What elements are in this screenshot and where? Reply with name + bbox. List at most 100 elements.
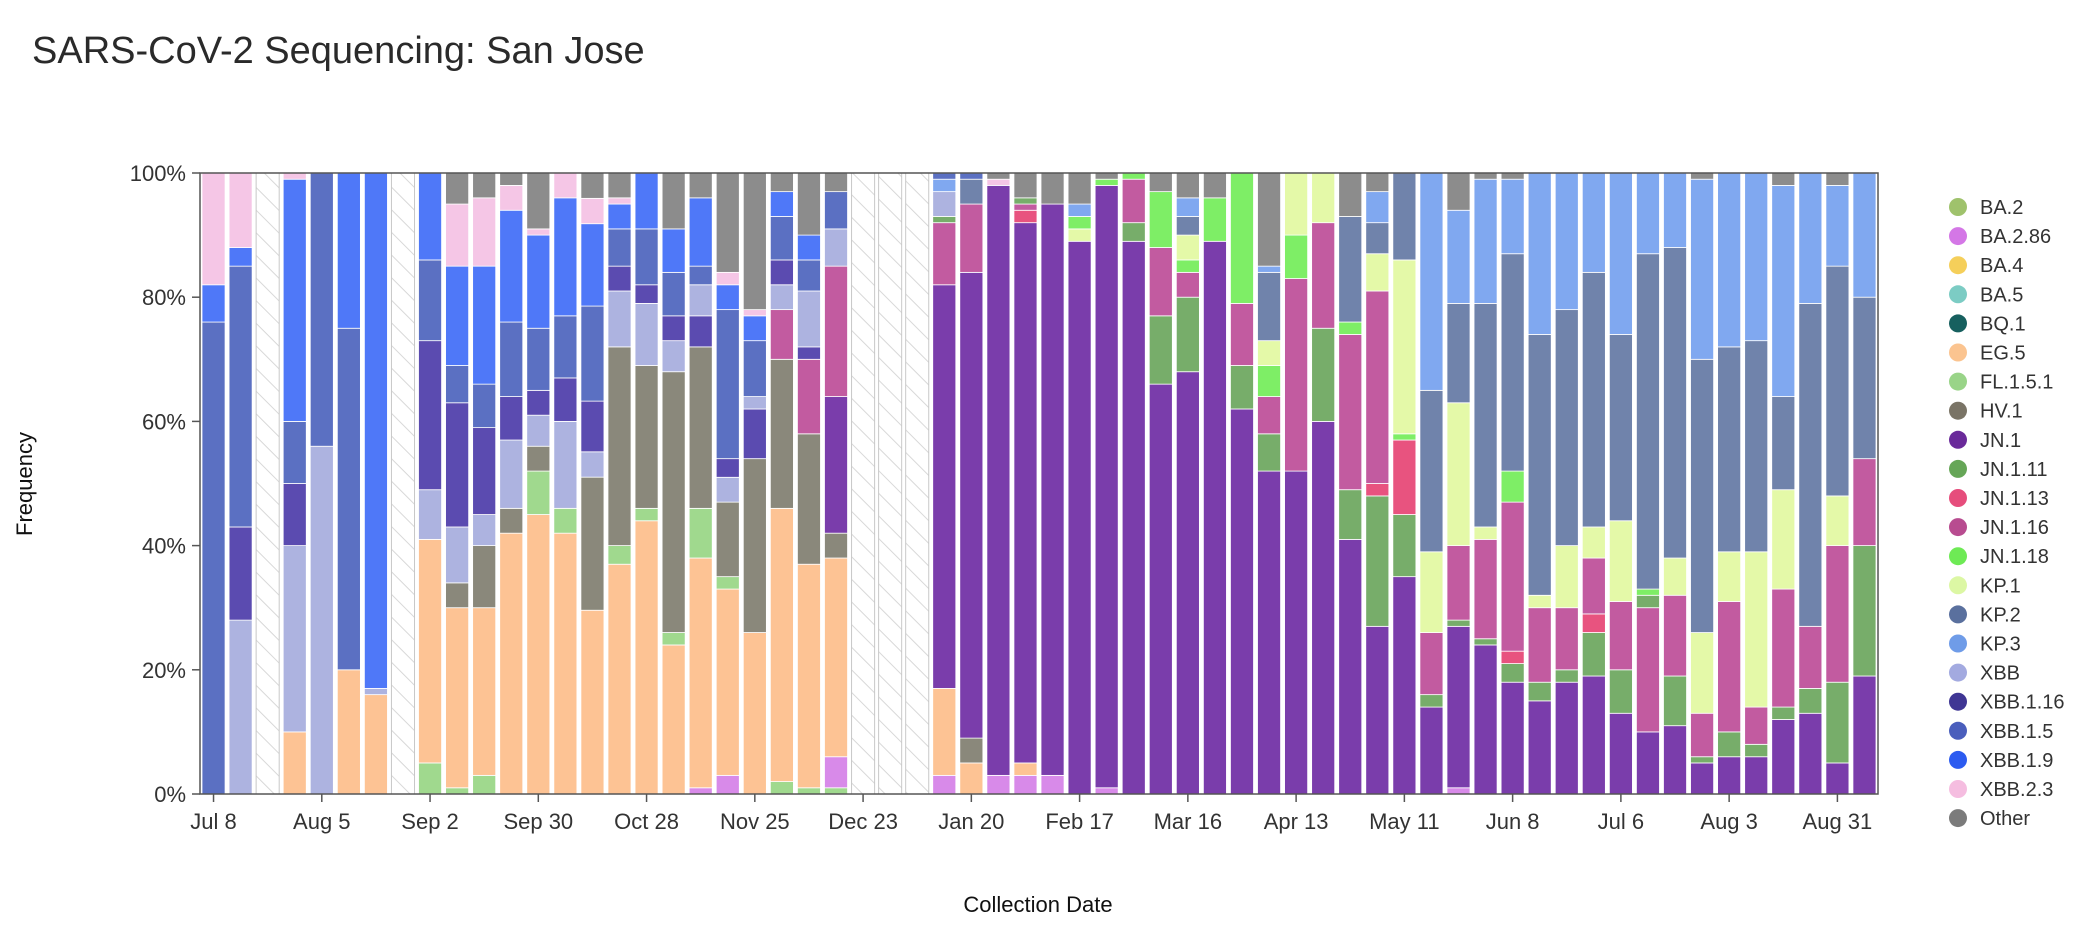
x-tick-label: Mar 16 bbox=[1154, 809, 1222, 834]
bar-segment-jn-1-11 bbox=[1446, 619, 1471, 627]
legend-swatch bbox=[1949, 343, 1967, 362]
bar-segment-kp-2 bbox=[1257, 271, 1281, 342]
legend-item: XBB.1.9 bbox=[1949, 750, 2053, 772]
bar-segment-xbb-1-16 bbox=[715, 458, 740, 478]
legend-label: XBB bbox=[1980, 663, 2020, 685]
bar-segment-jn-1-16 bbox=[824, 265, 848, 397]
bar-segment-jn-1-18 bbox=[1067, 216, 1092, 230]
bar-segment-jn-1-11 bbox=[1392, 514, 1417, 578]
bar-segment-xbb-2-3 bbox=[472, 197, 497, 267]
y-tick-label: 40% bbox=[142, 534, 186, 559]
bar-segment-xbb-2-3 bbox=[499, 185, 524, 211]
x-tick-label: May 11 bbox=[1369, 809, 1440, 834]
legend-label: BQ.1 bbox=[1980, 313, 2026, 335]
bar-segment-jn-1-16 bbox=[959, 203, 984, 273]
bar-segment-jn-1-13 bbox=[1581, 613, 1606, 633]
legend-swatch bbox=[1949, 401, 1967, 420]
bar-segment-kp-1 bbox=[1175, 234, 1200, 261]
missing-week-bar bbox=[878, 172, 903, 795]
bar-segment-xbb-2-3 bbox=[607, 197, 632, 205]
bar-segment-jn-1-11 bbox=[1771, 706, 1796, 720]
bar-segment-kp-2 bbox=[1636, 253, 1660, 590]
legend-label: FL.1.5.1 bbox=[1980, 372, 2053, 394]
bar-segment-xbb-1-16 bbox=[418, 340, 442, 491]
bar-segment-xbb-2-3 bbox=[201, 172, 226, 286]
legend-swatch bbox=[1949, 372, 1967, 391]
x-tick-label: Jun 8 bbox=[1486, 809, 1540, 834]
bar-segment-kp-3 bbox=[1717, 172, 1742, 348]
legend-swatch bbox=[1949, 227, 1967, 246]
bar-segment-jn-1-16 bbox=[1500, 501, 1525, 652]
legend-swatch bbox=[1949, 489, 1967, 507]
bar-segment-other bbox=[1067, 172, 1092, 205]
bar-segment-jn-1-16 bbox=[1148, 247, 1173, 317]
x-tick-label: Feb 17 bbox=[1045, 809, 1114, 834]
legend-swatch bbox=[1949, 430, 1967, 449]
bar-segment-jn-1-16 bbox=[769, 309, 794, 360]
bar-segment-xbb-1-16 bbox=[553, 377, 578, 422]
bar-segment-fl-1-5-1 bbox=[445, 787, 470, 795]
y-tick-label: 60% bbox=[142, 409, 186, 434]
legend-label: XBB.1.16 bbox=[1980, 692, 2065, 714]
bar-segment-eg-5 bbox=[959, 762, 984, 795]
legend-label: JN.1.18 bbox=[1980, 546, 2049, 568]
bar-segment-jn-1-16 bbox=[1852, 458, 1877, 547]
bar-segment-kp-1 bbox=[1744, 551, 1769, 708]
bar-segment-jn-1 bbox=[1663, 725, 1687, 795]
legend-label: KP.2 bbox=[1980, 604, 2021, 626]
bar-segment-jn-1-16 bbox=[1257, 396, 1281, 435]
legend-item: JN.1.18 bbox=[1949, 546, 2049, 568]
legend-label: BA.4 bbox=[1980, 255, 2023, 277]
bar-segment-xbb-1-9 bbox=[336, 172, 361, 329]
bar-segment-other bbox=[1094, 172, 1119, 180]
bar-segment-kp-2 bbox=[1446, 303, 1471, 404]
bar-segment-jn-1 bbox=[959, 271, 984, 739]
bar-segment-eg-5 bbox=[526, 514, 551, 795]
bar-segment-kp-1 bbox=[1067, 228, 1092, 242]
bar-segment-xbb-1-5 bbox=[959, 172, 984, 180]
bar-segment-eg-5 bbox=[661, 644, 686, 795]
bar-segment-jn-1-11 bbox=[1230, 365, 1254, 410]
bar-segment-xbb-1-9 bbox=[228, 247, 253, 267]
bar-segment-kp-3 bbox=[1175, 197, 1200, 217]
bar-segment-xbb-1-5 bbox=[769, 216, 794, 261]
bar-segment-xbb bbox=[472, 514, 497, 546]
bar-segment-other bbox=[1257, 172, 1281, 267]
bar-segment-kp-3 bbox=[932, 178, 957, 193]
bar-segment-kp-1 bbox=[1581, 526, 1606, 559]
bar-segment-jn-1-11 bbox=[1500, 663, 1525, 683]
y-tick-label: 80% bbox=[142, 285, 186, 310]
legend-swatch bbox=[1949, 692, 1967, 711]
bar-segment-jn-1-13 bbox=[1013, 209, 1038, 224]
bar-segment-jn-1-11 bbox=[1257, 433, 1281, 472]
bar-segment-jn-1 bbox=[1365, 625, 1390, 795]
legend-label: BA.2.86 bbox=[1980, 226, 2051, 248]
bar-segment-other bbox=[797, 172, 821, 236]
bar-segment-jn-1-11 bbox=[1013, 197, 1038, 205]
x-tick-label: Aug 3 bbox=[1700, 809, 1758, 834]
bar-segment-hv-1 bbox=[715, 501, 740, 578]
bar-segment-jn-1-11 bbox=[1311, 327, 1336, 422]
bar-segment-jn-1-18 bbox=[1230, 172, 1254, 304]
bar-segment-xbb bbox=[607, 290, 632, 348]
bar-segment-kp-1 bbox=[1392, 259, 1417, 435]
x-tick-label: Aug 31 bbox=[1803, 809, 1873, 834]
bar-segment-hv-1 bbox=[526, 445, 551, 472]
bar-segment-jn-1-16 bbox=[1446, 545, 1471, 621]
x-tick-label: Oct 28 bbox=[614, 809, 679, 834]
bar-segment-jn-1-13 bbox=[1392, 439, 1417, 515]
bar-segment-ba-2-86 bbox=[986, 774, 1011, 795]
bar-segment-jn-1-16 bbox=[1581, 557, 1606, 615]
bar-segment-xbb-1-9 bbox=[499, 209, 524, 323]
bar-segment-kp-1 bbox=[1473, 526, 1498, 540]
bar-segment-xbb-1-9 bbox=[715, 284, 740, 311]
bar-segment-jn-1 bbox=[1175, 371, 1200, 795]
bar-segment-jn-1-16 bbox=[1013, 203, 1038, 211]
bar-segment-kp-2 bbox=[1771, 396, 1796, 491]
bar-segment-jn-1-11 bbox=[1338, 489, 1363, 540]
bar-segment-other bbox=[1040, 172, 1065, 205]
bar-segment-hv-1 bbox=[499, 507, 524, 534]
bar-segment-kp-1 bbox=[1663, 557, 1687, 596]
bar-segment-fl-1-5-1 bbox=[418, 762, 442, 795]
